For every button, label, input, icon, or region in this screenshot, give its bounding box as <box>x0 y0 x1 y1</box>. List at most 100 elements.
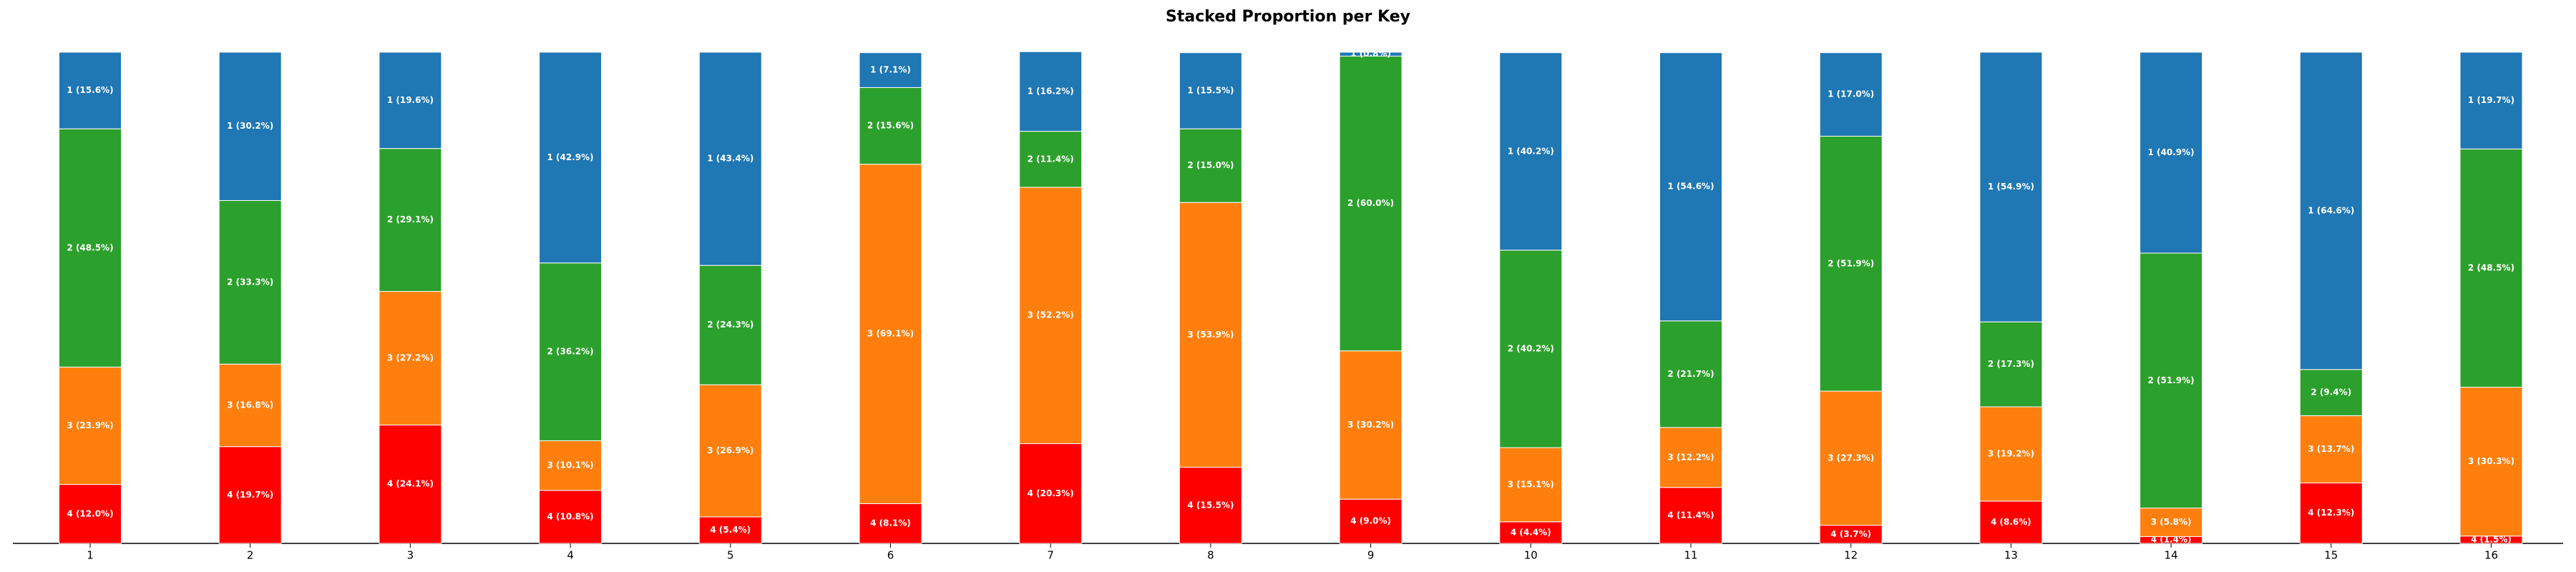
bar-segment <box>1819 525 1883 544</box>
bar-segment <box>1179 202 1242 468</box>
bar-segment <box>59 51 122 129</box>
segment-label: 4 (1.4%) <box>2151 535 2192 545</box>
bar-segment <box>1659 320 1722 428</box>
bar-segment <box>59 366 122 485</box>
segment-label: 4 (11.4%) <box>1667 510 1714 520</box>
segment-label: 4 (3.7%) <box>1830 529 1871 539</box>
x-tick-label: 6 <box>887 549 894 562</box>
segment-label: 2 (15.0%) <box>1187 160 1234 170</box>
segment-label: 2 (40.2%) <box>1508 343 1554 353</box>
bar-segment <box>1019 51 1083 132</box>
bar-segment <box>1819 390 1883 526</box>
segment-label: 2 (17.3%) <box>1988 359 2034 369</box>
segment-label: 2 (51.9%) <box>2148 375 2195 385</box>
segment-label: 3 (69.1%) <box>867 328 914 338</box>
segment-label: 2 (60.0%) <box>1347 198 1394 208</box>
bar-segment <box>218 446 282 544</box>
segment-label: 3 (13.7%) <box>2308 444 2354 454</box>
bar-segment <box>1179 128 1242 203</box>
segment-label: 1 (40.2%) <box>1508 146 1554 156</box>
bar-segment <box>1019 443 1083 544</box>
segment-label: 4 (24.1%) <box>387 479 434 489</box>
bar-segment <box>218 363 282 448</box>
segment-label: 1 (19.6%) <box>387 95 434 105</box>
x-tick-label: 14 <box>2165 549 2178 562</box>
segment-label: 1 (7.1%) <box>870 65 911 75</box>
bar-segment <box>698 51 762 266</box>
bar-segment <box>1339 498 1402 544</box>
segment-label: 4 (15.5%) <box>1187 500 1234 510</box>
segment-label: 4 (1.5%) <box>2471 534 2512 544</box>
bar-segment <box>859 164 922 504</box>
segment-label: 2 (33.3%) <box>227 277 273 287</box>
segment-label: 1 (0.8%) <box>1350 49 1391 59</box>
bar-segment <box>1499 250 1563 448</box>
segment-label: 3 (19.2%) <box>1988 448 2034 458</box>
bar-segment <box>379 51 442 149</box>
bar-segment <box>1499 521 1563 544</box>
segment-label: 2 (15.6%) <box>867 121 914 131</box>
x-tick-label: 3 <box>407 549 414 562</box>
bar-segment <box>698 265 762 385</box>
bar-segment <box>1979 51 2043 322</box>
segment-label: 2 (9.4%) <box>2311 388 2351 398</box>
segment-label: 2 (24.3%) <box>707 320 753 330</box>
segment-label: 2 (48.5%) <box>67 242 113 252</box>
bar-segment <box>698 516 762 544</box>
segment-label: 4 (8.6%) <box>1991 517 2031 527</box>
bar-segment <box>379 291 442 425</box>
segment-label: 3 (52.2%) <box>1028 310 1074 320</box>
segment-label: 2 (51.9%) <box>1828 258 1874 268</box>
segment-label: 1 (54.6%) <box>1667 182 1714 192</box>
segment-label: 3 (30.2%) <box>1347 420 1394 430</box>
segment-label: 4 (12.0%) <box>67 508 113 518</box>
segment-label: 2 (21.7%) <box>1667 369 1714 379</box>
bar-segment <box>1819 52 1883 137</box>
bar-segment <box>2299 415 2363 483</box>
segment-label: 1 (19.7%) <box>2468 95 2514 105</box>
segment-label: 4 (12.3%) <box>2308 508 2354 518</box>
x-tick-label: 7 <box>1047 549 1054 562</box>
bar-segment <box>859 52 922 88</box>
bar-segment <box>1659 52 1722 322</box>
segment-label: 3 (23.9%) <box>67 420 113 430</box>
bar-segment <box>2140 508 2203 537</box>
bar-segment <box>2459 148 2523 388</box>
bar-segment <box>2299 482 2363 544</box>
bar-segment <box>1499 447 1563 523</box>
bar-segment <box>1979 321 2043 408</box>
segment-label: 3 (27.3%) <box>1828 453 1874 463</box>
x-tick-label: 15 <box>2324 549 2338 562</box>
segment-label: 3 (30.3%) <box>2468 456 2514 466</box>
x-tick-label: 11 <box>1684 549 1697 562</box>
bar-segment <box>1819 135 1883 392</box>
bar-segment <box>1979 406 2043 502</box>
x-tick-label: 2 <box>247 549 254 562</box>
segment-label: 4 (8.1%) <box>870 518 911 528</box>
bar-segment <box>859 503 922 544</box>
segment-label: 1 (54.9%) <box>1988 182 2034 192</box>
bar-segment <box>2459 387 2523 537</box>
chart-title: Stacked Proportion per Key <box>1166 8 1410 26</box>
segment-label: 1 (17.0%) <box>1828 89 1874 99</box>
bar-segment <box>2299 369 2363 416</box>
bar-segment <box>859 87 922 165</box>
segment-label: 4 (5.4%) <box>710 525 751 535</box>
segment-label: 1 (15.6%) <box>67 85 113 95</box>
segment-label: 1 (30.2%) <box>227 121 273 131</box>
segment-label: 4 (10.8%) <box>547 511 594 521</box>
bar-segment <box>698 384 762 518</box>
segment-label: 1 (15.5%) <box>1187 85 1234 95</box>
segment-label: 4 (20.3%) <box>1028 488 1074 498</box>
segment-label: 4 (9.0%) <box>1350 516 1391 526</box>
bar-segment <box>1339 350 1402 500</box>
segment-label: 1 (16.2%) <box>1028 86 1074 96</box>
bar-segment <box>218 51 282 201</box>
bar-segment <box>379 148 442 292</box>
segment-label: 3 (10.1%) <box>547 460 594 470</box>
bar-segment <box>1179 467 1242 544</box>
bar-segment <box>1979 500 2043 544</box>
bar-segment <box>59 128 122 368</box>
bar-segment <box>2140 51 2203 254</box>
